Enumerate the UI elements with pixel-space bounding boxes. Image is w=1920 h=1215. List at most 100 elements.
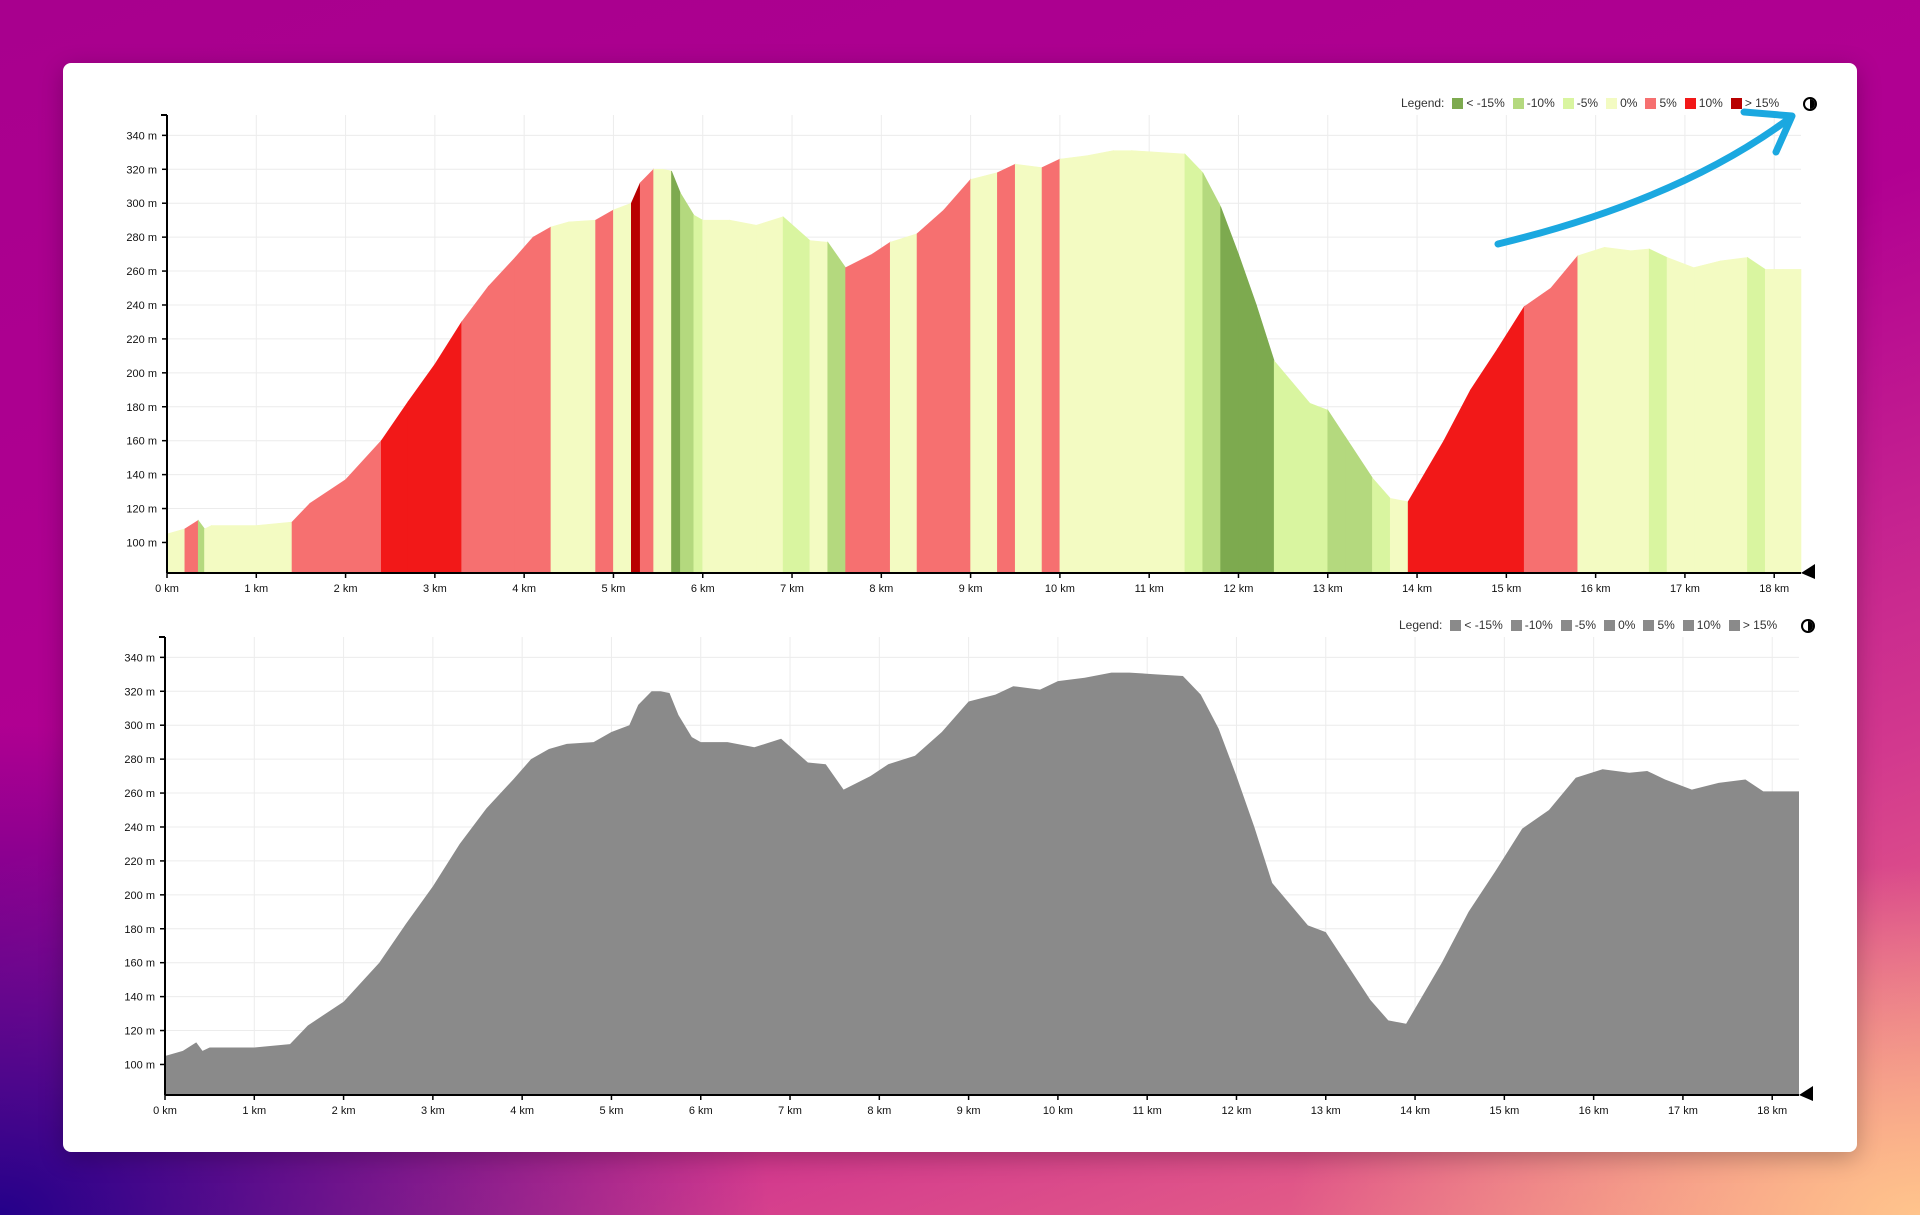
area-segment (204, 525, 212, 574)
area-segment (782, 216, 811, 574)
legend-item-label: 0% (1620, 96, 1638, 110)
y-tick-label: 240 m (126, 300, 157, 312)
x-tick-label: 5 km (600, 1105, 624, 1117)
legend-item-label: -5% (1576, 96, 1599, 110)
area-segment (1086, 150, 1114, 574)
legend-swatch (1560, 619, 1572, 631)
legend-item: > 15% (1730, 96, 1779, 110)
area-segment (1184, 153, 1204, 574)
contrast-toggle-icon[interactable] (1801, 619, 1815, 633)
legend-item-label: 5% (1659, 96, 1677, 110)
x-tick-label: 1 km (244, 583, 268, 593)
area-segment (1202, 172, 1221, 574)
x-tick-label: 17 km (1668, 1105, 1698, 1117)
area-segment (197, 519, 205, 574)
x-tick-label: 16 km (1581, 583, 1611, 593)
area-segment (1747, 256, 1766, 574)
y-tick-label: 340 m (124, 652, 155, 664)
legend-item: > 15% (1728, 618, 1777, 632)
area-segment (1059, 155, 1087, 574)
y-tick-label: 100 m (126, 537, 157, 549)
area-segment (1523, 287, 1552, 574)
legend-item: -5% (1562, 96, 1599, 110)
x-tick-label: 4 km (512, 583, 536, 593)
contrast-toggle-icon[interactable] (1803, 97, 1817, 111)
area-segment (1014, 163, 1043, 574)
area-segment (1443, 389, 1471, 574)
area-segment (1256, 304, 1275, 574)
legend-swatch (1512, 97, 1524, 109)
area-segment (702, 219, 730, 574)
legend-item: 10% (1682, 618, 1721, 632)
area-segment (671, 170, 681, 574)
area-segment (662, 168, 672, 574)
legend-slope: Legend: < -15% -10% -5% 0% 5% 10% > 15% (1401, 96, 1779, 110)
y-tick-label: 140 m (126, 470, 157, 482)
area-segment (488, 256, 516, 574)
y-tick-label: 240 m (124, 822, 155, 834)
area-segment (291, 502, 311, 574)
x-tick-label: 11 km (1135, 583, 1164, 593)
area-segment (1425, 439, 1445, 574)
area-segment (872, 241, 891, 574)
y-tick-label: 220 m (126, 334, 157, 346)
legend-item: -10% (1512, 96, 1555, 110)
x-tick-label: 7 km (778, 1105, 802, 1117)
y-tick-label: 200 m (124, 890, 155, 902)
y-tick-label: 300 m (124, 720, 155, 732)
x-tick-label: 4 km (510, 1105, 534, 1117)
area-segment (1470, 348, 1498, 574)
legend-item: < -15% (1450, 618, 1503, 632)
legend-item: 0% (1604, 618, 1635, 632)
y-tick-label: 280 m (124, 754, 155, 766)
legend-item: -10% (1510, 618, 1553, 632)
area-segment (1604, 246, 1632, 574)
legend-item: 10% (1684, 96, 1723, 110)
legend-swatch (1684, 97, 1696, 109)
legend-item-label: < -15% (1464, 618, 1503, 632)
x-tick-label: 2 km (332, 1105, 356, 1117)
legend-item-label: -10% (1524, 618, 1553, 632)
area-segment (1131, 150, 1159, 574)
x-tick-label: 14 km (1402, 583, 1432, 593)
x-tick-label: 18 km (1759, 583, 1789, 593)
x-tick-label: 10 km (1043, 1105, 1073, 1117)
y-tick-label: 300 m (126, 198, 157, 210)
area-segment (889, 233, 918, 574)
area-segment (1372, 477, 1391, 574)
range-end-marker-icon[interactable] (1799, 1086, 1813, 1101)
area-segment (1666, 257, 1695, 574)
legend-item-label: 10% (1698, 96, 1723, 110)
area-segment (1041, 158, 1061, 574)
legend-swatch (1604, 619, 1616, 631)
area-segment (729, 219, 757, 574)
y-tick-label: 140 m (124, 992, 155, 1004)
area-segment (380, 400, 409, 574)
area-segment (1345, 436, 1373, 574)
area-segment (997, 163, 1016, 574)
area-segment (211, 525, 257, 574)
area-segment (970, 172, 998, 574)
x-tick-label: 15 km (1489, 1105, 1519, 1117)
area-segment (309, 479, 346, 574)
area-segment (809, 240, 829, 574)
area-segment (1577, 246, 1605, 574)
legend-item-label: -10% (1526, 96, 1555, 110)
y-tick-label: 220 m (124, 856, 155, 868)
area-segment (407, 363, 436, 574)
x-tick-label: 18 km (1757, 1105, 1787, 1117)
x-tick-label: 13 km (1311, 1105, 1341, 1117)
area-segment (653, 168, 663, 574)
area-fill (165, 672, 1799, 1095)
y-tick-label: 100 m (124, 1059, 155, 1071)
range-end-marker-icon[interactable] (1801, 564, 1815, 579)
area-segment (1764, 269, 1784, 574)
y-tick-label: 260 m (126, 266, 157, 278)
area-segment (1782, 269, 1802, 574)
x-tick-label: 5 km (602, 583, 626, 593)
legend-swatch (1452, 97, 1464, 109)
chart-card: 0 km 1 km 2 km 3 km 4 km 5 km 6 km 7 km 8 km 9 km… (63, 63, 1857, 1152)
area-segment (1273, 360, 1311, 574)
y-tick-label: 280 m (126, 232, 157, 244)
legend-item-label: 0% (1618, 618, 1636, 632)
